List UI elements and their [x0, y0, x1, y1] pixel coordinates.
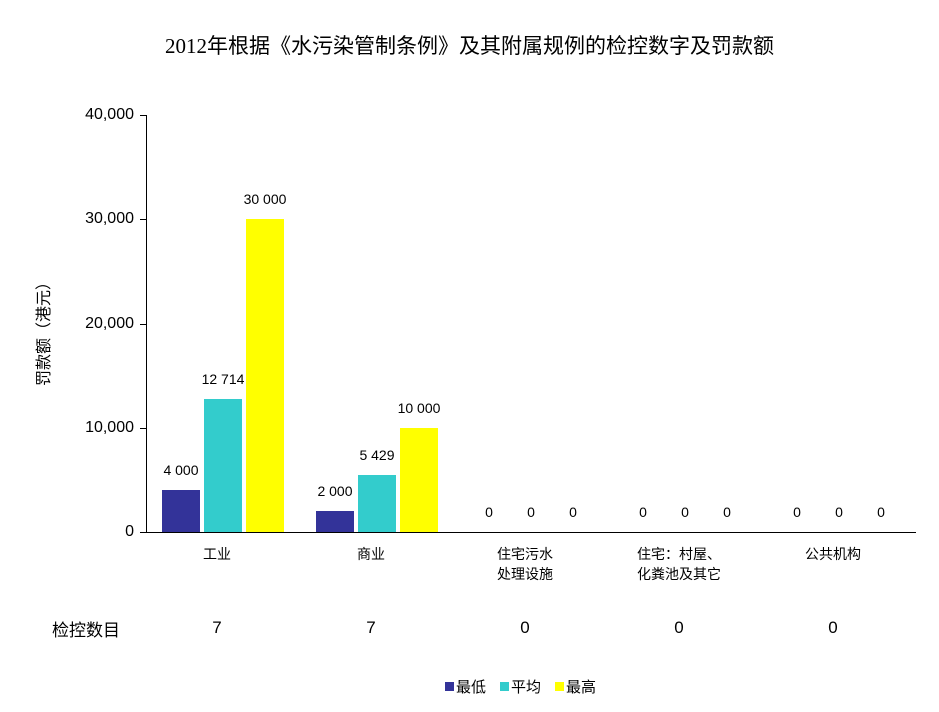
prosecution-count-label: 检控数目 — [52, 621, 120, 640]
prosecution-count: 0 — [828, 618, 838, 637]
bar-最低 — [162, 490, 200, 532]
chart-title: 2012年根据《水污染管制条例》及其附属规例的检控数字及罚款额 — [165, 34, 774, 58]
bar-value-label: 0 — [723, 504, 731, 520]
prosecution-count: 7 — [212, 618, 222, 637]
y-tick-label: 0 — [125, 523, 134, 540]
legend-label: 平均 — [511, 679, 542, 696]
y-tick — [140, 115, 146, 116]
prosecution-count: 0 — [520, 618, 530, 637]
y-axis-label: 罚款额（港元） — [36, 274, 53, 387]
legend-item: 最高 — [555, 676, 596, 697]
bar-value-label: 0 — [681, 504, 689, 520]
legend-swatch-icon — [500, 682, 510, 691]
bar-value-label: 5 429 — [359, 447, 395, 464]
y-axis — [146, 115, 147, 533]
bar-value-label: 0 — [485, 504, 493, 520]
legend: 最低 平均 最高 — [445, 676, 596, 697]
legend-swatch-icon — [555, 682, 565, 691]
bar-value-label: 12 714 — [201, 371, 245, 388]
category-label: 商业 — [357, 546, 385, 562]
y-tick-label: 20,000 — [85, 314, 134, 332]
category-label: 公共机构 — [805, 546, 861, 562]
prosecution-count: 0 — [674, 618, 684, 637]
bar-平均 — [358, 475, 396, 532]
bar-最高 — [246, 219, 284, 532]
legend-label: 最低 — [456, 679, 487, 696]
bar-最高 — [400, 427, 438, 532]
prosecution-count: 7 — [366, 618, 376, 637]
category-label: 住宅：村屋、 化粪池及其它 — [637, 546, 721, 582]
legend-label: 最高 — [566, 679, 597, 696]
y-tick — [140, 532, 146, 533]
y-tick-label: 40,000 — [85, 106, 134, 123]
x-axis — [146, 532, 916, 533]
bar-最低 — [316, 511, 354, 532]
legend-item: 平均 — [500, 676, 541, 697]
y-tick — [140, 323, 146, 325]
bar-value-label: 0 — [639, 504, 647, 520]
bar-平均 — [204, 399, 242, 532]
category-label: 住宅污水 处理设施 — [497, 546, 553, 582]
y-tick — [140, 427, 146, 429]
category-label: 工业 — [203, 546, 231, 562]
bar-value-label: 4 000 — [163, 462, 199, 479]
y-tick-label: 10,000 — [85, 418, 134, 436]
bar-value-label: 0 — [569, 504, 577, 520]
bar-value-label: 0 — [527, 504, 535, 520]
bar-value-label: 10 000 — [397, 399, 441, 416]
y-tick-label: 30,000 — [85, 210, 134, 228]
plot-area: 0 10,000 20,000 30,000 40,000 4 000 12 714 30 0… — [85, 106, 916, 540]
bar-value-label: 0 — [793, 504, 801, 520]
bar-value-label: 2 000 — [317, 483, 353, 500]
legend-item: 最低 — [445, 676, 486, 697]
bar-value-label: 0 — [877, 504, 885, 520]
bar-value-label: 30 000 — [243, 191, 287, 208]
bar-value-label: 0 — [835, 504, 843, 520]
y-tick — [140, 219, 146, 221]
legend-swatch-icon — [445, 682, 454, 691]
